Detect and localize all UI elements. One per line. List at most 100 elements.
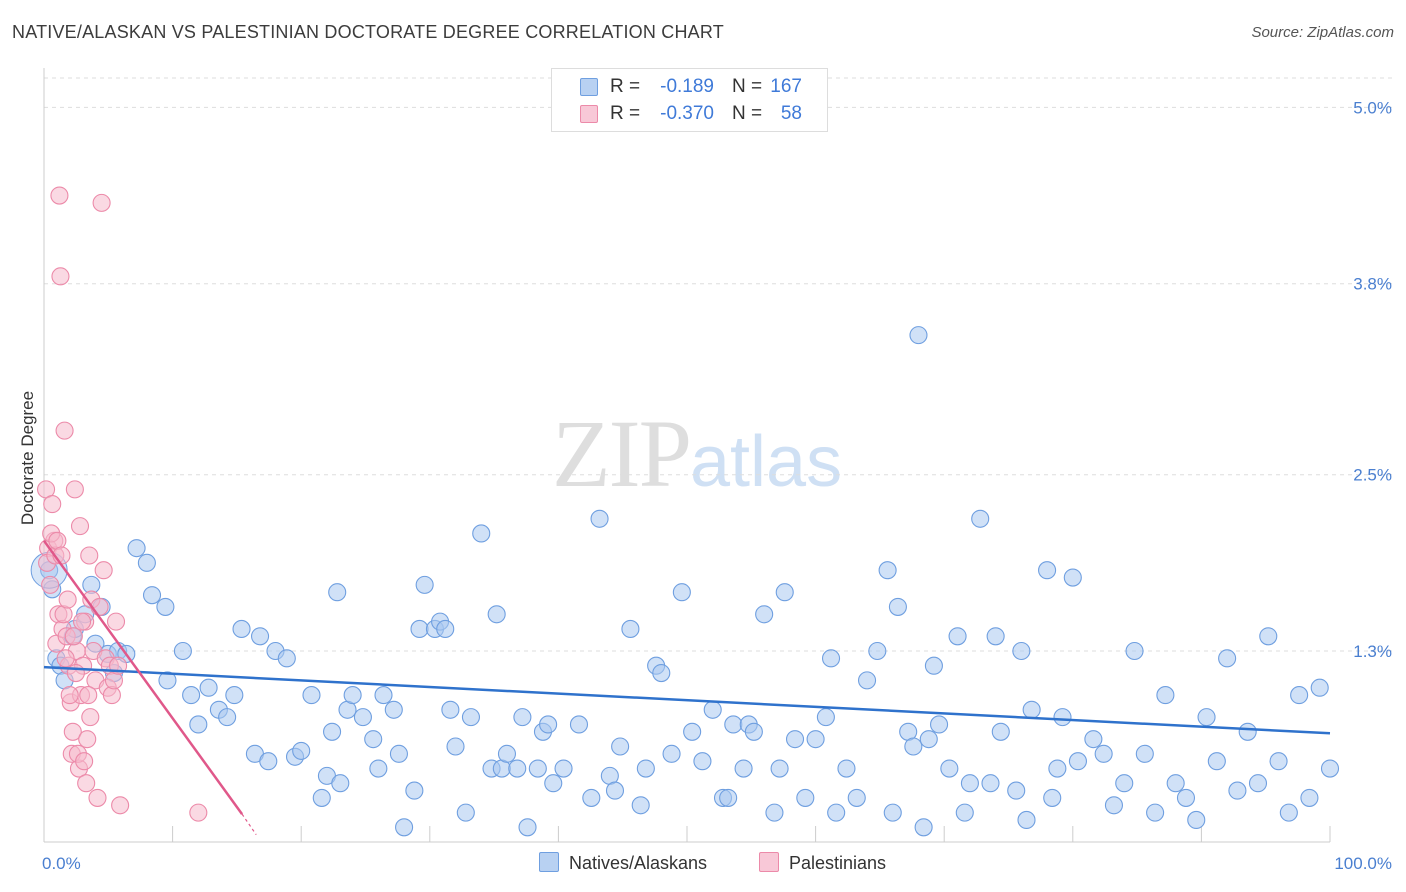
native-point	[487, 605, 506, 624]
native-point	[734, 759, 753, 778]
y-tick-label: 5.0%	[1353, 98, 1392, 117]
y-tick-label: 1.3%	[1353, 642, 1392, 661]
native-point	[652, 663, 671, 683]
native-point	[1017, 810, 1036, 830]
native-point	[868, 641, 887, 661]
native-point	[441, 700, 460, 719]
native-point	[765, 803, 784, 822]
native-point	[173, 641, 192, 661]
native-point	[1259, 627, 1278, 646]
n-label: N =	[732, 76, 763, 97]
native-point	[1068, 752, 1087, 771]
trend-lines	[42, 540, 1331, 835]
native-point	[1012, 641, 1031, 661]
native-point	[312, 788, 331, 807]
native-point	[331, 774, 350, 793]
native-point	[924, 656, 943, 675]
native-point	[1238, 722, 1257, 741]
native-point	[1022, 700, 1041, 719]
native-point	[816, 708, 835, 727]
native-point	[415, 575, 434, 594]
n-label: N =	[732, 103, 763, 124]
native-point	[605, 781, 625, 800]
n-value: 58	[780, 103, 802, 124]
tick-labels: 1.3% 2.5% 3.8% 5.0% 0.0% 100.0%	[42, 98, 1392, 873]
native-point	[343, 686, 362, 705]
palestinian-point	[58, 590, 77, 609]
native-point	[857, 671, 877, 690]
native-point	[544, 774, 563, 793]
native-point	[1048, 759, 1067, 778]
native-point	[1290, 686, 1309, 705]
native-point	[232, 619, 251, 639]
native-point	[1300, 788, 1319, 807]
native-point	[156, 597, 175, 616]
native-point	[1043, 788, 1062, 807]
native-point	[292, 741, 311, 760]
native-point	[225, 686, 244, 705]
blue-square-icon	[539, 852, 559, 872]
native-point	[719, 788, 738, 807]
native-point	[611, 737, 630, 756]
native-point	[472, 524, 491, 543]
palestinian-point	[75, 752, 94, 771]
palestinian-point	[111, 796, 130, 815]
y-tick-label: 3.8%	[1353, 275, 1392, 294]
native-point	[395, 818, 414, 837]
legend-row-palestinians: R = -0.370 N = 58	[552, 100, 827, 128]
native-point	[518, 818, 537, 837]
native-point	[662, 744, 681, 763]
palestinian-point	[73, 612, 92, 631]
native-point	[384, 700, 403, 719]
native-point	[569, 715, 589, 734]
stats-legend: R = -0.189 N = 167 R = -0.370 N = 58	[551, 68, 828, 132]
source-credit: Source: ZipAtlas.com	[1251, 24, 1394, 41]
y-axis-title: Doctorate Degree	[18, 391, 37, 525]
native-point	[806, 730, 825, 749]
native-point	[981, 774, 1000, 793]
native-point	[1197, 708, 1216, 727]
native-point	[1125, 641, 1144, 661]
native-point	[259, 752, 278, 771]
palestinian-point	[55, 421, 74, 440]
native-point	[955, 803, 974, 822]
native-point	[1053, 708, 1072, 727]
palestinian-point	[189, 803, 208, 822]
native-point	[353, 708, 372, 727]
palestinian-point	[50, 186, 69, 205]
native-point	[461, 708, 481, 727]
native-point	[672, 583, 691, 602]
pink-swatch-icon	[580, 105, 598, 123]
axes	[43, 68, 1331, 843]
native-point	[960, 774, 979, 793]
palestinian-point	[94, 561, 113, 580]
native-point	[847, 788, 866, 807]
native-point	[883, 803, 902, 822]
r-label: R =	[610, 76, 641, 97]
palestinian-point	[88, 788, 107, 807]
native-point	[250, 627, 270, 646]
native-point	[142, 586, 162, 605]
native-point	[986, 627, 1005, 646]
native-point	[513, 708, 532, 727]
native-point	[878, 561, 897, 580]
native-point	[991, 722, 1010, 741]
native-point	[554, 759, 573, 778]
native-point	[539, 715, 558, 734]
native-point	[328, 583, 347, 602]
native-point	[1320, 759, 1340, 778]
palestinian-point	[60, 686, 79, 705]
native-point	[971, 509, 990, 528]
native-point	[1063, 568, 1082, 587]
native-point	[436, 619, 455, 639]
native-point	[703, 700, 722, 719]
native-point	[914, 818, 933, 837]
pink-square-icon	[759, 852, 779, 872]
y-tick-label: 2.5%	[1353, 466, 1392, 485]
native-point	[410, 619, 429, 639]
native-point	[837, 759, 856, 778]
native-point	[1104, 796, 1124, 815]
native-point	[137, 553, 156, 572]
native-point	[1187, 810, 1206, 830]
native-point	[199, 678, 218, 697]
